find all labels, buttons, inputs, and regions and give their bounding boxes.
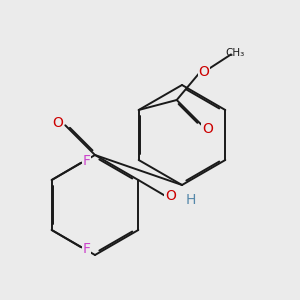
Text: O: O <box>165 190 176 203</box>
Text: F: F <box>82 242 91 256</box>
Text: O: O <box>52 116 63 130</box>
Text: O: O <box>202 122 213 136</box>
Text: O: O <box>198 65 209 80</box>
Text: H: H <box>185 193 196 206</box>
Text: CH₃: CH₃ <box>225 48 244 59</box>
Text: F: F <box>82 154 91 168</box>
